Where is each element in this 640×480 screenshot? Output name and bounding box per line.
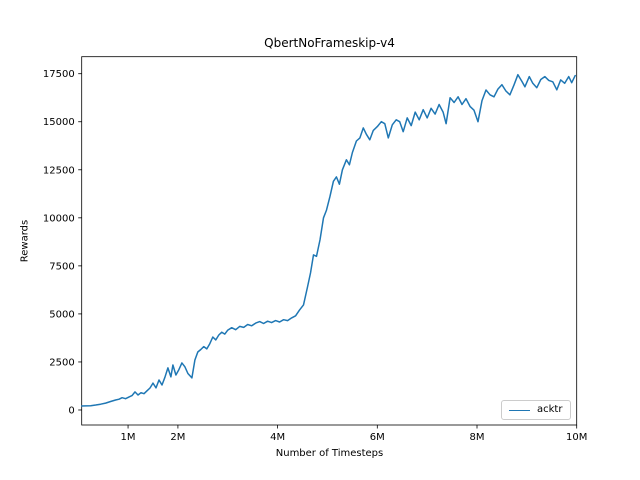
x-tick-label: 2M — [170, 432, 185, 443]
y-tick-label: 0 — [68, 405, 74, 416]
acktr-series-line — [80, 73, 576, 407]
y-tick-label: 12500 — [43, 165, 75, 176]
x-tick-label: 10M — [566, 432, 587, 443]
y-tick-label: 2500 — [49, 357, 74, 368]
y-axis-label: Rewards — [19, 219, 31, 263]
legend-line-swatch — [509, 409, 530, 411]
plot-frame — [81, 56, 578, 426]
x-tick-label: 8M — [470, 432, 485, 443]
y-tick-label: 10000 — [43, 213, 75, 224]
x-tick-label: 6M — [370, 432, 385, 443]
y-tick-label: 15000 — [43, 117, 75, 128]
y-tick-label: 5000 — [49, 309, 74, 320]
legend: acktr — [501, 400, 572, 420]
x-tick-label: 1M — [121, 432, 136, 443]
legend-entry-label: acktr — [537, 404, 563, 415]
x-tick-label: 4M — [270, 432, 285, 443]
y-tick-label: 7500 — [49, 261, 74, 272]
chart-title: QbertNoFrameskip-v4 — [264, 36, 395, 50]
y-tick-label: 17500 — [43, 69, 75, 80]
x-axis-label: Number of Timesteps — [275, 448, 384, 459]
